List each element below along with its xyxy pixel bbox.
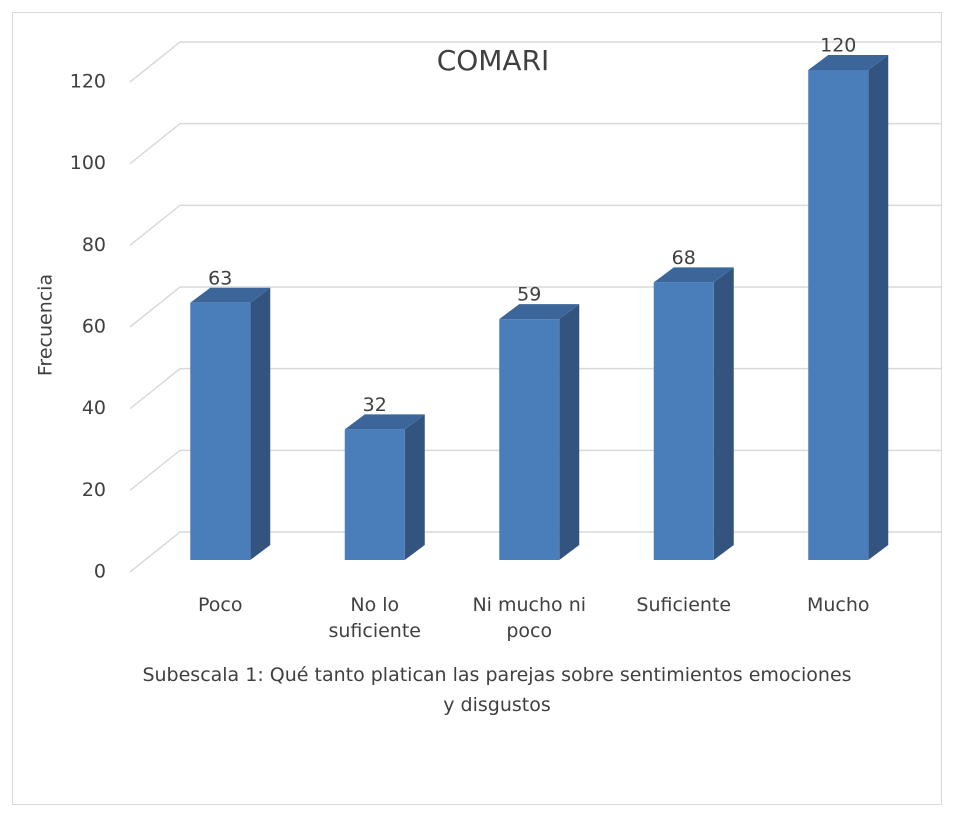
- bar-top: [190, 287, 271, 303]
- y-tick-label: 80: [82, 234, 106, 256]
- x-tick-label: No lo suficiente: [328, 594, 421, 642]
- value-label: 120: [820, 35, 856, 57]
- x-tick-label: Poco: [198, 594, 243, 616]
- grid-line: [129, 204, 942, 246]
- y-tick-label: 120: [70, 71, 106, 93]
- bar: [190, 287, 271, 560]
- bar-side: [250, 287, 271, 560]
- bar-top: [344, 414, 425, 430]
- bar-side: [713, 267, 734, 560]
- x-tick-label: Suficiente: [636, 594, 732, 616]
- y-tick-label: 0: [94, 561, 106, 583]
- y-tick-label: 60: [82, 316, 106, 338]
- y-axis-label: Frecuencia: [35, 274, 57, 376]
- bar-front: [808, 70, 869, 560]
- value-label: 59: [517, 284, 541, 306]
- y-tick-label: 40: [82, 397, 106, 419]
- bar-side: [404, 414, 425, 560]
- value-label: 68: [672, 247, 696, 269]
- bar: [344, 414, 425, 560]
- grid-line: [129, 41, 942, 83]
- bar-side: [559, 304, 580, 560]
- x-tick-label: Mucho: [806, 594, 870, 616]
- bar-front: [653, 282, 714, 560]
- chart-border: [12, 12, 942, 805]
- value-label: 63: [208, 267, 232, 289]
- grid-line: [129, 122, 942, 165]
- bar-front: [499, 319, 560, 560]
- bar-top: [653, 267, 734, 283]
- chart-title: COMARI: [437, 44, 550, 77]
- bar-top: [499, 304, 580, 320]
- x-axis-label: Subescala 1: Qué tanto platican las pare…: [142, 664, 852, 716]
- value-label: 32: [363, 394, 387, 416]
- x-tick-label: Ni mucho ni poco: [472, 594, 587, 642]
- bar-front: [344, 429, 405, 560]
- y-tick-label: 100: [70, 152, 106, 174]
- bar: [653, 267, 734, 560]
- bar-top: [808, 55, 889, 70]
- y-tick-label: 20: [82, 479, 106, 501]
- bar: [499, 304, 580, 560]
- bar: [808, 55, 889, 560]
- bar-front: [190, 302, 251, 560]
- bar-side: [868, 55, 889, 560]
